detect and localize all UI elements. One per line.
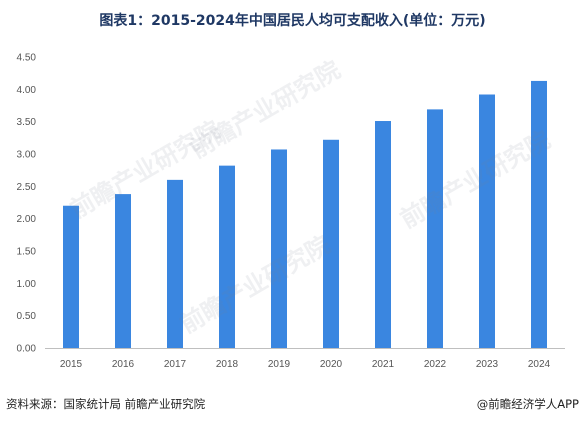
- source-note: 资料来源：国家统计局 前瞻产业研究院: [6, 397, 206, 411]
- bar: [323, 139, 339, 348]
- x-tick-label: 2016: [112, 359, 135, 370]
- x-tick-label: 2023: [476, 359, 499, 370]
- y-tick-label: 2.50: [17, 182, 37, 193]
- x-tick-label: 2019: [268, 359, 291, 370]
- x-tick-label: 2015: [60, 359, 83, 370]
- x-tick-label: 2017: [164, 359, 187, 370]
- x-tick-label: 2020: [320, 359, 343, 370]
- bar: [271, 149, 287, 348]
- y-tick-label: 1.50: [17, 247, 37, 258]
- x-tick-label: 2022: [424, 359, 447, 370]
- bar: [479, 94, 495, 348]
- chart-title: 图表1：2015-2024年中国居民人均可支配收入(单位：万元): [99, 13, 486, 29]
- footer: 资料来源：国家统计局 前瞻产业研究院 @前瞻经济学人APP: [6, 396, 579, 414]
- x-tick-label: 2024: [528, 359, 551, 370]
- credit-note: @前瞻经济学人APP: [476, 397, 579, 411]
- y-tick-label: 4.50: [17, 53, 37, 64]
- bar: [427, 109, 443, 348]
- bar: [115, 194, 131, 348]
- bar: [63, 205, 79, 348]
- bar: [167, 179, 183, 348]
- bar: [531, 80, 547, 348]
- y-tick-label: 3.00: [17, 150, 37, 161]
- y-tick-label: 2.00: [17, 214, 37, 225]
- y-tick-label: 1.00: [17, 279, 37, 290]
- x-tick-label: 2018: [216, 359, 239, 370]
- y-tick-label: 3.50: [17, 117, 37, 128]
- y-tick-label: 0.50: [17, 311, 37, 322]
- y-tick-label: 0.00: [17, 344, 37, 355]
- x-tick-label: 2021: [372, 359, 395, 370]
- bar: [375, 121, 391, 349]
- bar: [219, 165, 235, 348]
- y-tick-label: 4.00: [17, 85, 37, 96]
